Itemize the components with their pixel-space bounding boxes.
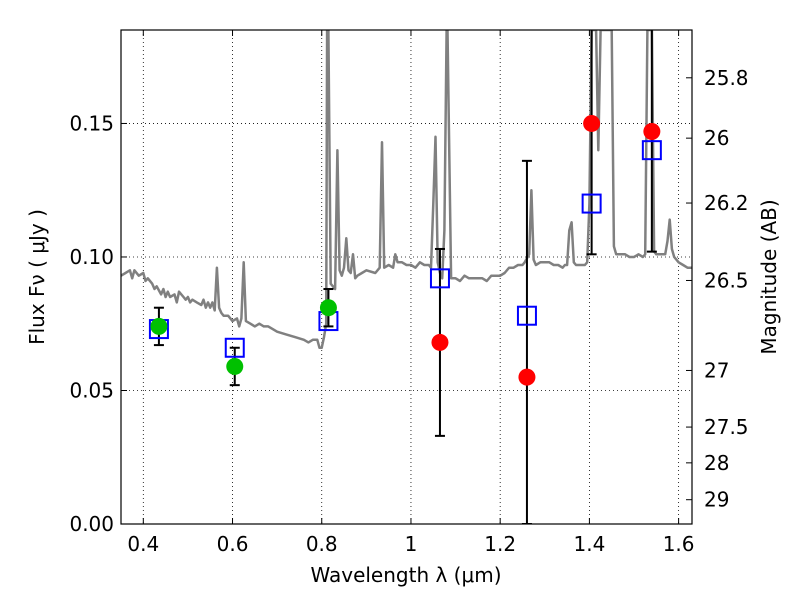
y-axis-right-label: Magnitude (AB): [757, 199, 781, 354]
model-photometry-point: [516, 305, 537, 326]
y-tick-label: 0.00: [69, 512, 114, 536]
x-axis-label: Wavelength λ (μm): [310, 563, 501, 587]
right-tick-label: 25.8: [704, 66, 749, 90]
model-photometry-markers: [148, 140, 662, 358]
spectrum-line: [121, 30, 692, 350]
right-tick-label: 27.5: [704, 415, 749, 439]
detections-point: [150, 317, 168, 335]
model-photometry-point: [581, 193, 602, 214]
x-tick-label: 1: [405, 532, 418, 556]
detections-point: [319, 299, 337, 317]
x-tick-label: 1.6: [663, 532, 695, 556]
plot-background: [121, 30, 692, 524]
model-photometry-point: [429, 268, 450, 289]
x-tick-label: 1.4: [573, 532, 605, 556]
right-tick-label: 28: [704, 451, 729, 475]
x-axis: 0.4 0.6 0.8 1 1.2 1.4 1.6: [127, 30, 695, 556]
y-tick-label: 0.10: [69, 245, 114, 269]
plot-frame: [120, 29, 693, 525]
y-axis-left-label: Flux Fν ( μJy ): [25, 209, 49, 345]
non-detections-point: [518, 368, 536, 386]
non-detections-point: [643, 122, 661, 140]
right-tick-label: 26: [704, 126, 729, 150]
right-tick-label: 27: [704, 358, 729, 382]
x-tick-label: 0.6: [217, 532, 249, 556]
y-tick-label: 0.05: [69, 378, 114, 402]
y-axis-right: 25.8 26 26.2 26.5 27 27.5 28 29: [686, 66, 749, 512]
detections-point: [226, 357, 244, 375]
y-axis-left: 0.00 0.05 0.10 0.15: [69, 111, 127, 536]
right-tick-label: 26.2: [704, 191, 749, 215]
non-detections-point: [431, 333, 449, 351]
y-tick-label: 0.15: [69, 111, 114, 135]
model-photometry-point: [641, 140, 662, 161]
non-detections-point: [583, 114, 601, 132]
observed-flux-markers: [150, 114, 661, 386]
model-spectrum: [121, 30, 692, 350]
x-tick-label: 0.4: [127, 532, 159, 556]
right-tick-label: 26.5: [704, 268, 749, 292]
x-tick-label: 0.8: [306, 532, 338, 556]
model-photometry-point: [224, 337, 245, 358]
x-tick-label: 1.2: [484, 532, 516, 556]
right-tick-label: 29: [704, 488, 729, 512]
